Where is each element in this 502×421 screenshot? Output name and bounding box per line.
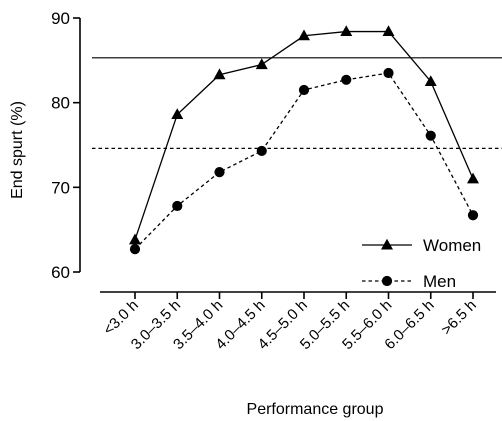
x-tick-label: >6.5 h xyxy=(438,297,480,339)
data-point-men xyxy=(341,74,352,85)
data-point-women xyxy=(171,108,184,120)
series-line-men xyxy=(134,72,474,250)
data-point-women xyxy=(467,172,479,184)
data-point-men xyxy=(425,130,436,141)
series-women xyxy=(129,25,479,245)
y-ticks: 60 70 80 90 xyxy=(51,9,80,282)
data-point-women xyxy=(255,58,268,70)
reference-lines xyxy=(92,57,502,149)
data-point-men xyxy=(172,200,183,212)
x-axis-title: Performance group xyxy=(247,401,384,418)
legend-label-men: Men xyxy=(423,272,456,291)
data-point-men xyxy=(383,67,394,79)
data-series xyxy=(129,25,479,255)
y-tick-label: 70 xyxy=(51,178,70,197)
data-point-women xyxy=(213,68,226,80)
data-point-women xyxy=(424,75,437,86)
data-point-men xyxy=(467,210,479,221)
legend: Women Men xyxy=(362,236,481,291)
data-point-men xyxy=(129,244,141,255)
y-axis-title: End spurt (%) xyxy=(9,101,26,199)
x-ticks: <3.0 h3.0–3.5 h3.5–4.0 h4.0–4.5 h4.5–5.0… xyxy=(100,292,480,353)
data-point-women xyxy=(340,25,353,37)
y-tick-label: 80 xyxy=(51,94,70,113)
y-tick-label: 60 xyxy=(51,263,70,282)
data-point-women xyxy=(382,25,395,37)
legend-marker-women xyxy=(381,238,393,250)
series-line-women xyxy=(134,30,474,241)
legend-marker-men xyxy=(381,275,393,287)
data-point-women xyxy=(298,29,310,41)
y-tick-label: 90 xyxy=(51,9,70,28)
data-point-men xyxy=(214,166,225,178)
data-point-women xyxy=(129,233,141,245)
data-point-men xyxy=(298,84,310,96)
series-men xyxy=(129,67,479,255)
data-point-men xyxy=(256,145,267,157)
legend-label-women: Women xyxy=(423,236,481,255)
